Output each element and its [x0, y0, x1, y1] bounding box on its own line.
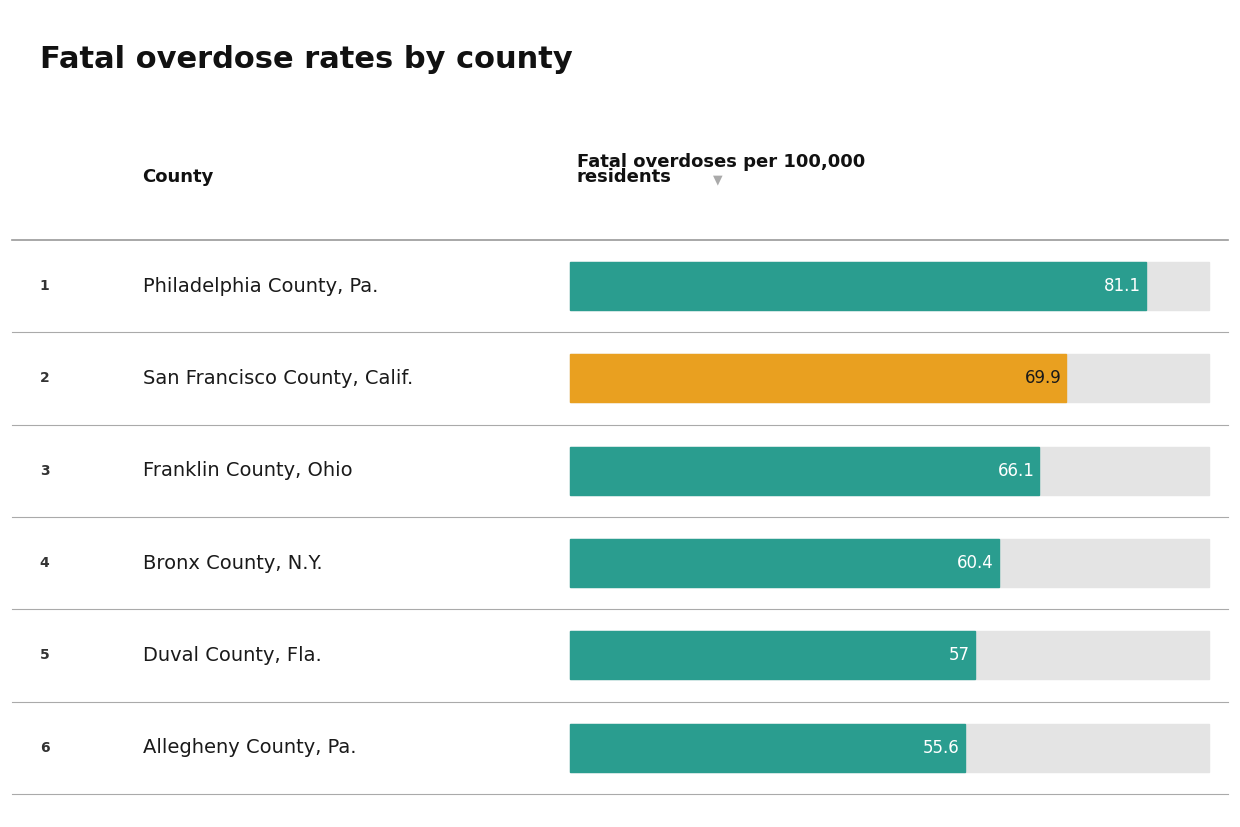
Text: 81.1: 81.1 — [1104, 277, 1141, 295]
Text: 6: 6 — [40, 741, 50, 755]
Text: Franklin County, Ohio: Franklin County, Ohio — [143, 461, 352, 480]
Text: ▼: ▼ — [709, 173, 723, 186]
Bar — [570, 354, 1209, 403]
Bar — [570, 631, 1209, 680]
Text: Bronx County, N.Y.: Bronx County, N.Y. — [143, 553, 322, 572]
Bar — [570, 262, 1209, 310]
Text: Fatal overdose rates by county: Fatal overdose rates by county — [40, 45, 573, 74]
Bar — [570, 539, 999, 587]
Bar — [570, 447, 1209, 495]
Bar — [570, 539, 1209, 587]
Text: 69.9: 69.9 — [1024, 370, 1061, 387]
Bar — [570, 724, 965, 772]
Text: 55.6: 55.6 — [924, 739, 960, 757]
Bar — [570, 447, 1039, 495]
Text: San Francisco County, Calif.: San Francisco County, Calif. — [143, 369, 413, 388]
Bar — [570, 724, 1209, 772]
Text: Fatal overdoses per 100,000: Fatal overdoses per 100,000 — [577, 153, 864, 171]
Text: residents: residents — [577, 168, 672, 186]
Text: 5: 5 — [40, 648, 50, 662]
Text: 2: 2 — [40, 371, 50, 385]
Text: 1: 1 — [40, 279, 50, 293]
Text: County: County — [143, 168, 215, 186]
Text: Duval County, Fla.: Duval County, Fla. — [143, 646, 321, 665]
Text: 66.1: 66.1 — [998, 461, 1034, 480]
Text: Philadelphia County, Pa.: Philadelphia County, Pa. — [143, 276, 378, 295]
Bar — [570, 262, 1146, 310]
Text: 60.4: 60.4 — [957, 554, 994, 572]
Bar — [570, 354, 1066, 403]
Text: 57: 57 — [949, 647, 970, 664]
Text: 3: 3 — [40, 464, 50, 478]
Bar — [570, 631, 975, 680]
Text: 4: 4 — [40, 556, 50, 570]
Text: Allegheny County, Pa.: Allegheny County, Pa. — [143, 739, 356, 758]
